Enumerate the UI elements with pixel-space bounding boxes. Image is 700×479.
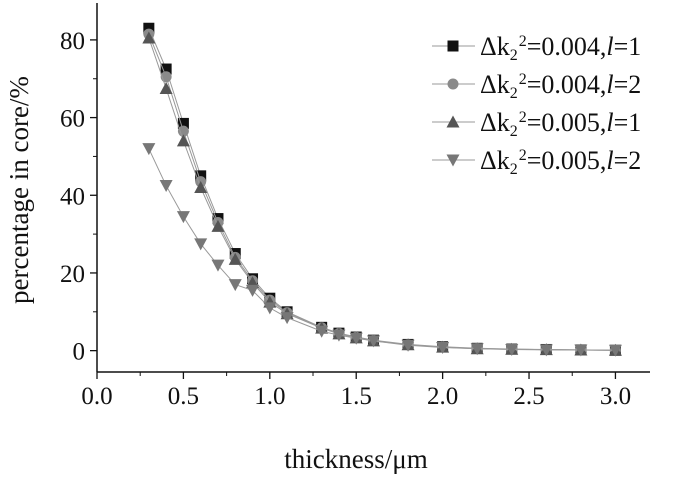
legend-label-part: =0.004,: [527, 70, 607, 99]
legend-item: Δk22=0.004,l=1: [432, 32, 641, 64]
data-point: [159, 81, 173, 94]
data-point: [608, 344, 622, 357]
legend-label-part: 2: [510, 47, 518, 64]
legend: Δk22=0.004,l=1Δk22=0.004,l=2Δk22=0.005,l…: [432, 32, 641, 178]
legend-label-part: 2: [519, 71, 527, 88]
legend-label: Δk22=0.004,l=1: [480, 32, 641, 64]
data-point: [315, 325, 329, 338]
data-point: [194, 238, 208, 251]
data-point: [211, 259, 225, 272]
data-point: [367, 335, 380, 348]
data-point: [195, 170, 207, 182]
legend-label-part: =2: [614, 146, 642, 175]
data-point: [505, 343, 519, 356]
data-point: [228, 252, 242, 265]
series-line: [148, 148, 616, 351]
legend-marker: [446, 115, 460, 128]
data-point: [211, 219, 225, 232]
data-point: [142, 143, 156, 156]
legend-label-part: l: [606, 32, 613, 61]
legend-label: Δk22=0.005,l=2: [480, 146, 641, 178]
legend-marker: [447, 40, 459, 52]
data-point: [177, 117, 189, 129]
legend-label-part: 2: [519, 147, 527, 164]
data-point: [142, 31, 156, 44]
x-tick-label: 2.0: [427, 383, 458, 410]
legend-label-part: Δk: [480, 70, 510, 99]
x-tick-label: 1.0: [254, 383, 285, 410]
y-tick-label: 60: [60, 106, 85, 133]
data-point: [176, 211, 190, 224]
plot-area: [142, 22, 622, 357]
data-point: [574, 344, 588, 357]
data-point: [176, 134, 190, 147]
legend-item: Δk22=0.005,l=1: [432, 108, 641, 140]
legend-item: Δk22=0.005,l=2: [432, 146, 641, 178]
legend-label-part: 2: [519, 109, 527, 126]
y-tick-label: 40: [60, 183, 85, 210]
legend-label: Δk22=0.005,l=1: [480, 108, 641, 140]
legend-label-part: l: [606, 146, 613, 175]
data-point: [280, 312, 294, 325]
data-point: [401, 339, 415, 352]
x-tick-label: 2.5: [513, 383, 544, 410]
legend-label-part: 2: [510, 123, 518, 140]
data-point: [194, 181, 208, 193]
legend-marker: [446, 154, 460, 167]
axes: 0.0 0.5 1.0 1.5 2.0 2.5 3.0 0 20 40 60 80: [60, 3, 650, 410]
legend-label-part: =1: [614, 108, 642, 137]
data-point: [436, 342, 450, 355]
data-point: [263, 302, 277, 315]
legend-label-part: =2: [614, 70, 642, 99]
y-axis-label: percentage in core/%: [4, 76, 34, 304]
y-tick-label: 80: [60, 28, 85, 55]
legend-label-part: =1: [614, 32, 642, 61]
x-axis-label: thickness/μm: [284, 444, 427, 474]
data-point: [160, 63, 172, 75]
y-tick-label: 20: [60, 261, 85, 288]
data-point: [539, 344, 553, 357]
data-point: [246, 284, 260, 297]
data-point: [143, 22, 155, 34]
data-point: [228, 279, 242, 292]
series-4: [142, 143, 622, 357]
x-tick-label: 0.0: [81, 383, 112, 410]
legend-label-part: 2: [519, 33, 527, 50]
legend-label-part: Δk: [480, 32, 510, 61]
x-tick-label: 3.0: [600, 383, 631, 410]
legend-label-part: Δk: [480, 146, 510, 175]
y-tick-label: 0: [73, 339, 86, 366]
data-point: [349, 332, 363, 345]
legend-label-part: =0.005,: [527, 108, 607, 137]
x-tick-label: 0.5: [168, 383, 199, 410]
legend-label-part: l: [606, 70, 613, 99]
data-point: [470, 343, 484, 356]
legend-label-part: 2: [510, 85, 518, 102]
data-point: [159, 180, 173, 193]
legend-marker: [447, 78, 459, 90]
legend-item: Δk22=0.004,l=2: [432, 70, 641, 102]
x-tick-label: 1.5: [341, 383, 372, 410]
data-point: [332, 329, 346, 342]
legend-label-part: l: [606, 108, 613, 137]
legend-label-part: =0.004,: [527, 32, 607, 61]
legend-label-part: =0.005,: [527, 146, 607, 175]
legend-label: Δk22=0.004,l=2: [480, 70, 641, 102]
legend-label-part: Δk: [480, 108, 510, 137]
legend-label-part: 2: [510, 161, 518, 178]
